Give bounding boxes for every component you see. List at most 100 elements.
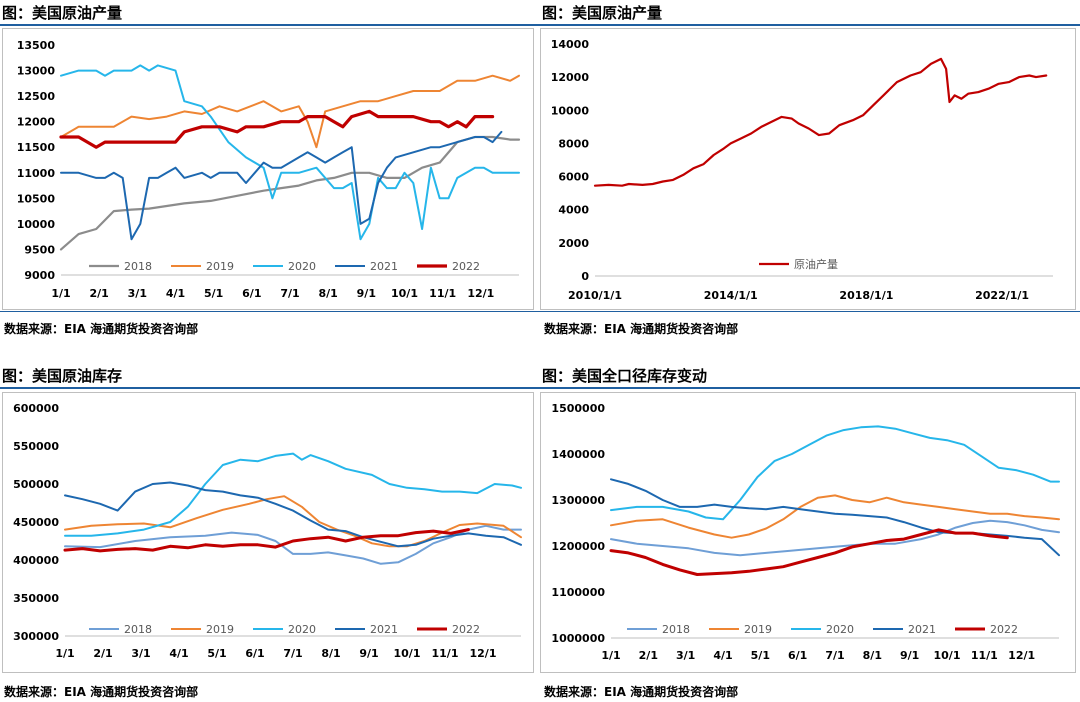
legend-label: 2022 (452, 623, 480, 636)
x-tick-label: 10/1 (934, 649, 961, 662)
x-tick-label: 11/1 (971, 649, 998, 662)
y-tick-label: 6000 (558, 171, 589, 184)
series-line-2019 (60, 74, 520, 149)
series-line-2022 (609, 528, 1009, 576)
chart-frame: 0 2000 4000 6000 8000 10000 12000 14000 2010/1/1… (540, 28, 1076, 310)
chart-us-crude-production-history: 0 2000 4000 6000 8000 10000 12000 14000 2010/1/1… (551, 38, 1053, 302)
x-tick-label: 4/1 (713, 649, 732, 662)
x-tick-label: 3/1 (131, 647, 150, 660)
x-tick-label: 6/1 (245, 647, 264, 660)
x-tick-label: 10/1 (391, 287, 418, 300)
chart-us-total-inventory-change: 1000000 1100000 1200000 1300000 1400000 15000… (551, 402, 1060, 662)
x-tick-label: 9/1 (357, 287, 376, 300)
legend-label: 2021 (370, 260, 398, 273)
legend-label: 2021 (908, 623, 936, 636)
title-rule (540, 24, 1080, 26)
legend-label: 2022 (452, 260, 480, 273)
x-tick-label: 9/1 (359, 647, 378, 660)
legend-label: 2019 (206, 260, 234, 273)
panel-us-crude-production-history: 图：美国原油产量 0 2000 4000 6000 8000 10000 12000 1400… (540, 0, 1080, 351)
series-line-2021 (610, 478, 1060, 557)
y-tick-label: 1300000 (551, 494, 605, 507)
series-line-2020 (610, 425, 1060, 521)
panel-title: 图：美国全口径库存变动 (542, 367, 708, 385)
chart-us-crude-production-seasonal: 9000 9500 10000 10500 11000 11500 12000 12500 13… (17, 39, 521, 300)
x-tick-label: 8/1 (863, 649, 882, 662)
y-tick-label: 14000 (551, 38, 590, 51)
y-tick-label: 13000 (17, 65, 56, 78)
y-tick-label: 2000 (558, 237, 589, 250)
series-line-2020 (60, 64, 520, 241)
x-tick-label: 2/1 (90, 287, 109, 300)
x-tick-label: 3/1 (128, 287, 147, 300)
legend-label: 2018 (124, 623, 152, 636)
x-tick-label: 4/1 (169, 647, 188, 660)
y-tick-label: 0 (581, 270, 589, 283)
y-tick-label: 10000 (551, 104, 590, 117)
x-tick-label: 1/1 (55, 647, 74, 660)
x-tick-label: 8/1 (319, 287, 338, 300)
series-line-原油产量 (593, 57, 1048, 187)
x-tick-label: 1/1 (601, 649, 620, 662)
chart-frame: 300000 350000 400000 450000 500000 550000 6000… (2, 392, 534, 673)
series-line-2018 (610, 519, 1060, 557)
legend-label: 2018 (124, 260, 152, 273)
x-tick-label: 7/1 (825, 649, 844, 662)
x-tick-label: 5/1 (207, 647, 226, 660)
y-tick-label: 550000 (13, 440, 59, 453)
y-tick-label: 450000 (13, 516, 59, 529)
chart-us-crude-inventory: 300000 350000 400000 450000 500000 550000 6000… (13, 402, 522, 660)
x-tick-label: 4/1 (166, 287, 185, 300)
title-rule (0, 24, 540, 26)
legend-label: 2020 (288, 623, 316, 636)
title-rule (540, 387, 1080, 389)
x-tick-label: 7/1 (283, 647, 302, 660)
y-tick-label: 12500 (17, 90, 56, 103)
data-source-note: 数据来源：EIA 海通期货投资咨询部 (4, 685, 199, 699)
chart-frame: 9000 9500 10000 10500 11000 11500 12000 12500 13… (2, 28, 534, 310)
series-line-2019 (64, 495, 522, 548)
x-tick-label: 2022/1/1 (975, 289, 1029, 302)
y-tick-label: 1000000 (551, 632, 605, 645)
legend-label: 2020 (826, 623, 854, 636)
y-tick-label: 10000 (17, 218, 56, 231)
x-tick-label: 12/1 (1008, 649, 1035, 662)
x-tick-label: 5/1 (751, 649, 770, 662)
x-tick-label: 3/1 (676, 649, 695, 662)
x-tick-label: 2/1 (639, 649, 658, 662)
panel-title: 图：美国原油产量 (2, 4, 123, 22)
x-tick-label: 6/1 (242, 287, 261, 300)
source-rule (540, 311, 1080, 312)
y-tick-label: 1200000 (551, 540, 605, 553)
data-source-note: 数据来源：EIA 海通期货投资咨询部 (4, 322, 199, 336)
y-tick-label: 1500000 (551, 402, 605, 415)
series-line-2022 (63, 528, 470, 553)
series-line-2018 (64, 524, 522, 565)
y-tick-label: 600000 (13, 402, 59, 415)
panel-us-crude-production-seasonal: 图：美国原油产量 9000 9500 10000 10500 11000 11500 120… (0, 0, 540, 351)
title-rule (0, 387, 540, 389)
series-line-2020 (64, 452, 522, 537)
series-line-2019 (610, 494, 1060, 539)
y-tick-label: 500000 (13, 478, 59, 491)
x-tick-label: 7/1 (280, 287, 299, 300)
panel-us-crude-inventory: 图：美国原油库存 300000 350000 400000 450000 500000 5… (0, 351, 540, 702)
panel-us-total-inventory-change: 图：美国全口径库存变动 1000000 1100000 1200000 1300000… (540, 351, 1080, 702)
panel-title: 图：美国原油产量 (542, 4, 663, 22)
y-tick-label: 8000 (558, 137, 589, 150)
legend-label: 2021 (370, 623, 398, 636)
series-line-2021 (64, 481, 522, 548)
legend-label: 原油产量 (794, 257, 838, 271)
x-tick-label: 12/1 (467, 287, 494, 300)
legend-label: 2018 (662, 623, 690, 636)
series-line-2022 (59, 109, 495, 149)
x-tick-label: 1/1 (51, 287, 70, 300)
x-tick-label: 2014/1/1 (704, 289, 758, 302)
y-tick-label: 11500 (17, 141, 56, 154)
x-tick-label: 11/1 (429, 287, 456, 300)
y-tick-label: 12000 (551, 71, 590, 84)
x-tick-label: 5/1 (204, 287, 223, 300)
x-tick-label: 11/1 (432, 647, 459, 660)
x-tick-label: 12/1 (470, 647, 497, 660)
x-tick-label: 9/1 (900, 649, 919, 662)
